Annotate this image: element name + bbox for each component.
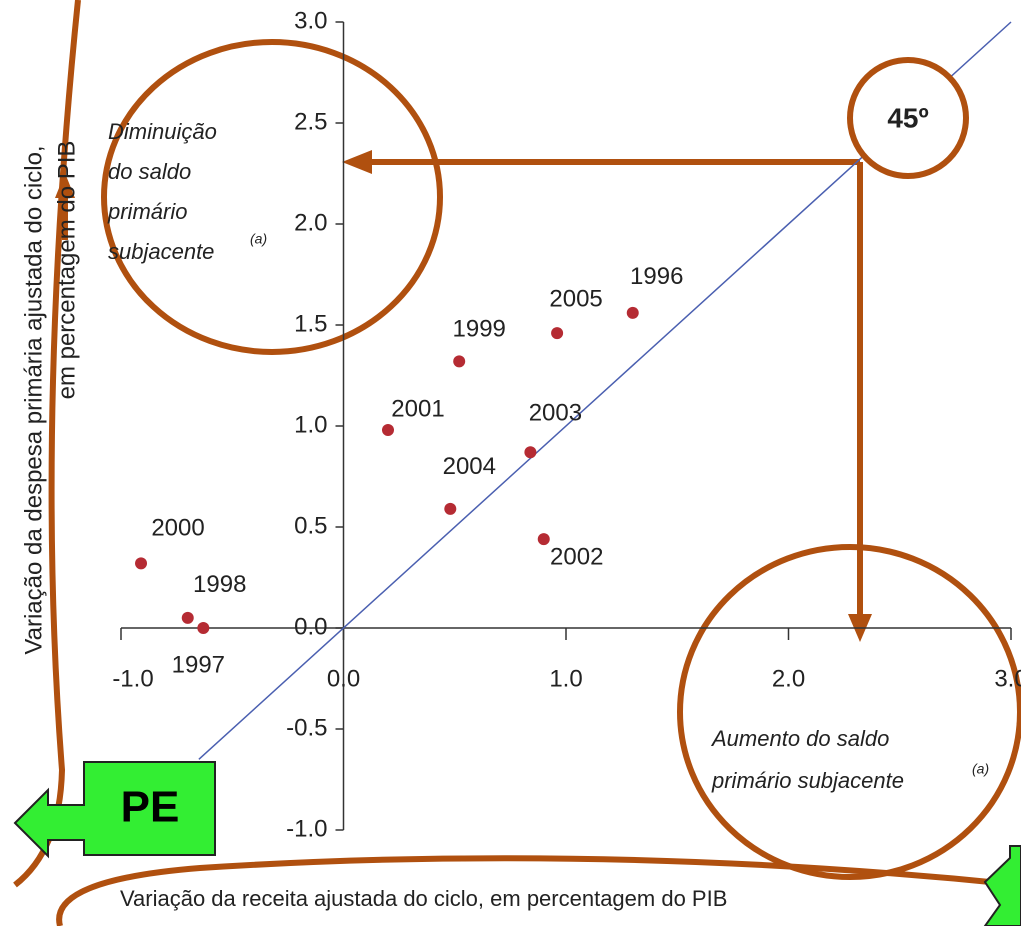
point-label: 1999 (453, 316, 506, 343)
angle-circle (847, 57, 969, 179)
decor-curve (56, 855, 1021, 926)
annotation: primário subjacente (711, 768, 904, 793)
arrow-head (342, 150, 372, 174)
y-tick-label: 2.5 (294, 108, 327, 135)
x-tick-label: 1.0 (549, 665, 582, 692)
point-label: 1997 (172, 651, 225, 678)
point-label: 2003 (529, 400, 582, 427)
annotation-note: (a) (972, 761, 989, 777)
point (382, 424, 394, 437)
point (524, 446, 537, 459)
annotation: subjacente (108, 239, 214, 264)
y-axis-label: Variação da despesa primária ajustada do… (20, 145, 47, 654)
point (626, 306, 639, 319)
y-tick-label: 0.5 (294, 512, 327, 539)
point-label: 2001 (391, 395, 444, 422)
point-label: 2002 (550, 543, 603, 570)
x-tick-label: 0.0 (327, 665, 360, 692)
highlight-ellipse (677, 544, 1021, 880)
y-tick-label: 0.0 (294, 613, 327, 640)
angle-label: 45º (887, 102, 928, 133)
x-tick-label: 3.0 (994, 665, 1021, 692)
point-label: 2000 (151, 515, 204, 542)
y-axis-label: em percentagem do PIB (53, 141, 80, 400)
x-tick-label: 2.0 (772, 665, 805, 692)
point (551, 327, 564, 340)
annotation: primário (107, 199, 187, 224)
y-tick-label: 1.0 (294, 411, 327, 438)
point (197, 622, 210, 634)
y-tick-label: 1.5 (294, 310, 327, 337)
point (453, 355, 466, 368)
point (537, 533, 550, 546)
annotation-note: (a) (250, 231, 267, 247)
arrow-head (55, 173, 75, 198)
annotation: Aumento do saldo (710, 726, 889, 751)
x-axis-label: Variação da receita ajustada do ciclo, e… (120, 886, 727, 911)
point-label: 2005 (549, 285, 602, 312)
point-label: 1996 (630, 263, 683, 290)
point (181, 611, 194, 624)
y-tick-label: -1.0 (286, 815, 327, 842)
y-tick-label: -0.5 (286, 714, 327, 741)
annotation: do saldo (108, 159, 191, 184)
y-tick-label: 3.0 (294, 7, 327, 34)
x-tick-label: -1.0 (112, 665, 153, 692)
y-tick-label: 2.0 (294, 209, 327, 236)
green-arrow (983, 845, 1021, 926)
point (444, 502, 457, 515)
point-label: 2004 (443, 453, 496, 480)
badge-label: PE (121, 783, 180, 832)
point (135, 557, 148, 570)
highlight-ellipse (101, 39, 443, 355)
pe-badge (13, 761, 216, 859)
annotation: Diminuição (108, 119, 217, 144)
point-label: 1998 (193, 571, 246, 598)
